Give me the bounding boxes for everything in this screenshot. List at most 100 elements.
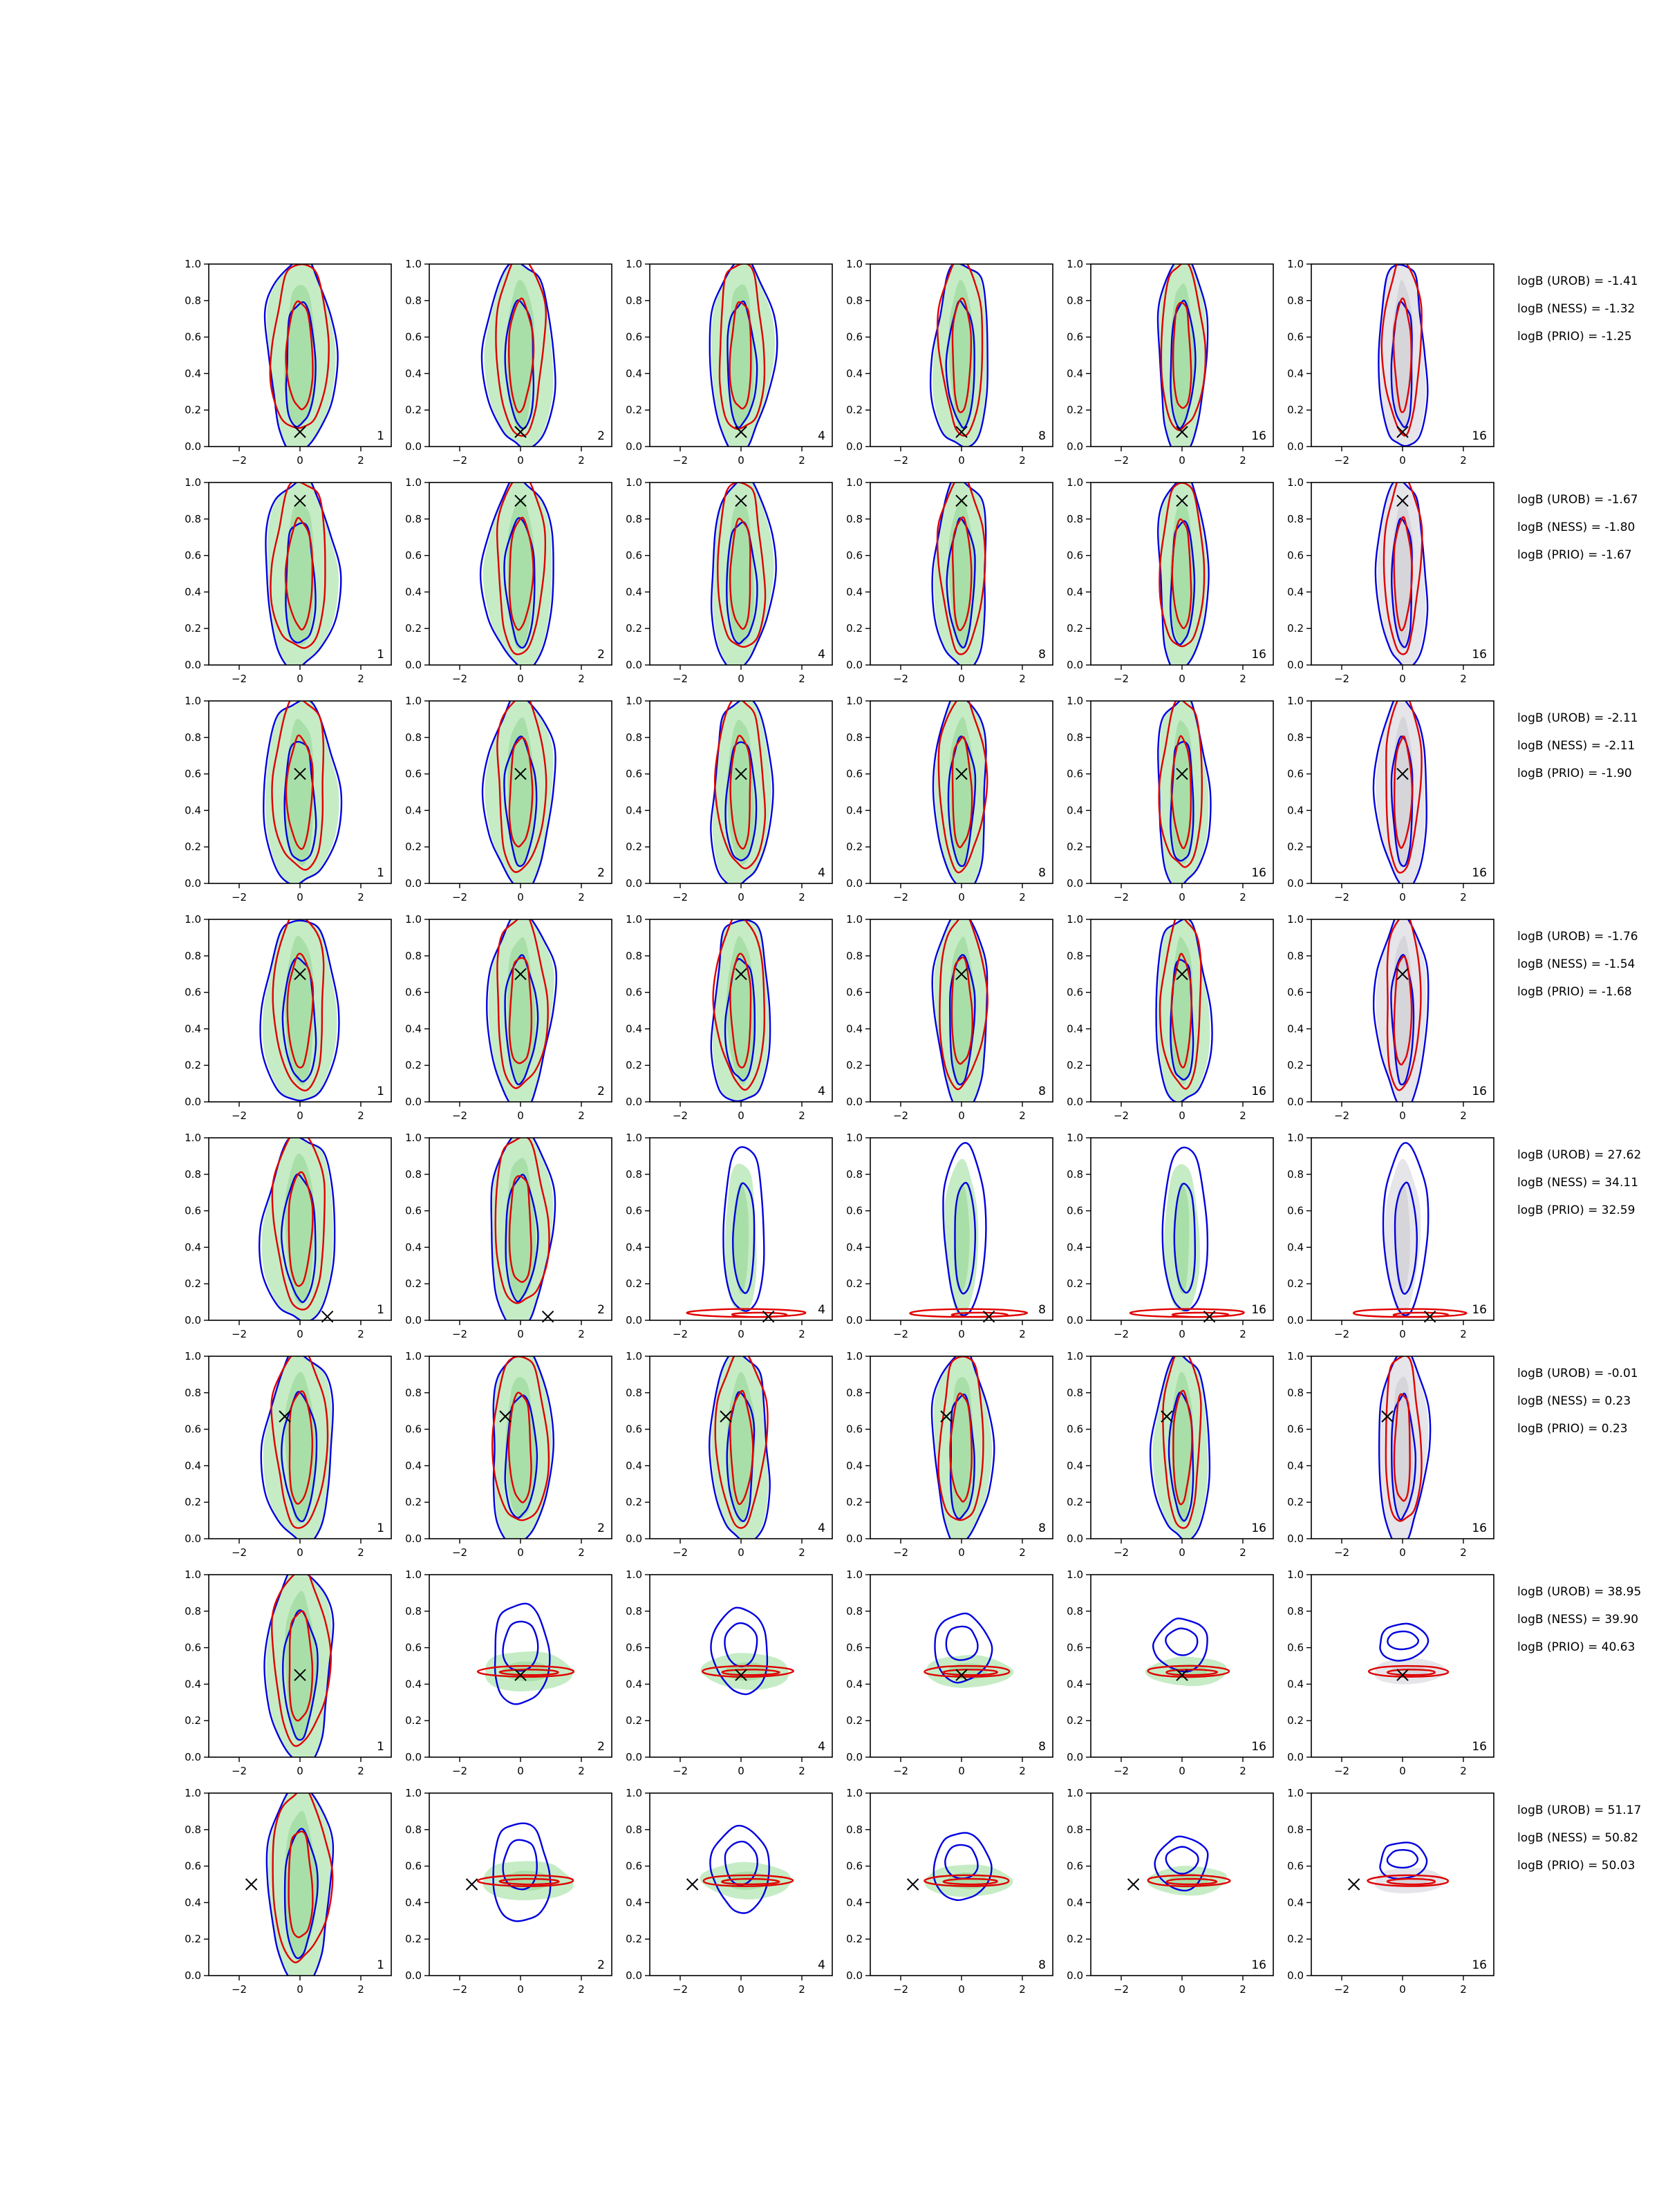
y-tick-label: 1.0 <box>1287 258 1304 270</box>
red-contour <box>729 734 751 850</box>
true-value-marker <box>294 767 306 780</box>
x-tick-label: −2 <box>893 1546 908 1559</box>
plot-area <box>710 701 774 883</box>
true-value-marker <box>245 1878 258 1891</box>
panel-r8-c2: −2 0 2 0.0 0.2 0.4 0.6 0.8 1.0 2 <box>405 1787 612 1996</box>
blue-contour <box>285 301 317 428</box>
y-tick-label: 0.8 <box>1067 513 1083 525</box>
x-tick-label: 2 <box>357 673 364 685</box>
blue-contour <box>1170 299 1197 429</box>
red-contour <box>731 1311 788 1318</box>
x-tick-label: −2 <box>1114 891 1129 903</box>
x-tick-label: 0 <box>738 891 744 903</box>
red-contour <box>508 516 534 631</box>
y-tick-label: 0.4 <box>846 1241 863 1253</box>
y-tick-label: 1.0 <box>185 1568 201 1581</box>
y-tick-label: 0.6 <box>185 1860 201 1873</box>
y-tick-label: 0.8 <box>185 1168 201 1181</box>
y-tick-label: 0.2 <box>185 841 201 853</box>
y-tick-label: 0.6 <box>846 1205 863 1217</box>
red-contour <box>1171 518 1192 630</box>
y-tick-label: 0.0 <box>1287 877 1304 890</box>
blue-contour <box>1372 919 1430 1102</box>
panel-count-label: 8 <box>1038 1958 1046 1972</box>
true-value-marker <box>1423 1311 1436 1323</box>
y-tick-label: 0.8 <box>626 1387 642 1399</box>
plot-area <box>1155 919 1213 1102</box>
y-tick-label: 0.2 <box>405 1277 422 1290</box>
blue-contour <box>492 1356 554 1539</box>
panel-r8-c6: −2 0 2 0.0 0.2 0.4 0.6 0.8 1.0 16 <box>1287 1787 1494 1996</box>
x-tick-label: −2 <box>1114 1109 1129 1122</box>
y-tick-label: 1.0 <box>846 913 863 926</box>
y-tick-label: 0.0 <box>1067 1314 1083 1327</box>
y-tick-label: 0.0 <box>1067 877 1083 890</box>
true-value-marker <box>1176 767 1188 780</box>
panel-r2-c5: −2 0 2 0.0 0.2 0.4 0.6 0.8 1.0 16 <box>1067 476 1274 685</box>
blue-contour <box>479 482 554 665</box>
x-tick-label: 0 <box>738 1546 744 1559</box>
x-tick-label: 0 <box>517 673 524 685</box>
y-tick-label: 0.2 <box>1067 404 1083 416</box>
y-tick-label: 0.6 <box>846 986 863 999</box>
y-tick-label: 0.0 <box>1067 1533 1083 1545</box>
x-tick-label: −2 <box>452 454 467 467</box>
blue-contour <box>1386 1848 1419 1869</box>
red-contour <box>508 737 534 847</box>
x-tick-label: −2 <box>673 1546 688 1559</box>
y-tick-label: 0.6 <box>1287 1205 1304 1217</box>
y-tick-label: 0.2 <box>1287 1933 1304 1945</box>
y-tick-label: 0.0 <box>626 659 642 671</box>
panel-r1-c1: −2 0 2 0.0 0.2 0.4 0.6 0.8 1.0 1 <box>185 258 392 467</box>
x-tick-label: 2 <box>357 891 364 903</box>
x-tick-label: 0 <box>1179 1328 1185 1340</box>
y-tick-label: 1.0 <box>185 1787 201 1799</box>
y-tick-label: 0.4 <box>626 367 642 379</box>
y-tick-label: 0.6 <box>405 1423 422 1436</box>
blue-contour <box>947 735 977 868</box>
x-tick-label: 0 <box>738 1328 744 1340</box>
y-tick-label: 0.0 <box>405 1314 422 1327</box>
panel-count-label: 16 <box>1472 1958 1487 1972</box>
red-contour <box>729 953 752 1069</box>
red-contour <box>1393 516 1413 632</box>
y-tick-label: 0.6 <box>405 1642 422 1654</box>
plot-area <box>260 1356 335 1539</box>
y-tick-label: 0.8 <box>1067 294 1083 307</box>
y-tick-label: 0.0 <box>626 877 642 890</box>
density-fill-inner <box>729 284 754 427</box>
red-contour <box>496 482 547 655</box>
panel-r1-c6: −2 0 2 0.0 0.2 0.4 0.6 0.8 1.0 16 <box>1287 258 1494 467</box>
x-tick-label: 2 <box>798 1109 805 1122</box>
y-tick-label: 0.6 <box>1287 1642 1304 1654</box>
y-tick-label: 0.8 <box>846 1605 863 1618</box>
y-tick-label: 0.4 <box>1067 1022 1083 1035</box>
y-tick-label: 0.0 <box>185 1969 201 1982</box>
x-tick-label: 0 <box>1399 1109 1406 1122</box>
plot-area <box>909 1142 1029 1318</box>
y-tick-label: 0.4 <box>185 1678 201 1690</box>
y-tick-label: 0.0 <box>405 1533 422 1545</box>
blue-contour <box>258 1138 336 1320</box>
blue-contour <box>724 1840 758 1886</box>
blue-contour <box>481 701 556 883</box>
panel-r6-c3: −2 0 2 0.0 0.2 0.4 0.6 0.8 1.0 4 <box>626 1350 833 1559</box>
y-tick-label: 0.2 <box>185 1714 201 1727</box>
x-tick-label: 2 <box>357 1546 364 1559</box>
y-tick-label: 0.0 <box>846 1533 863 1545</box>
x-tick-label: −2 <box>232 1109 247 1122</box>
y-tick-label: 0.6 <box>626 1860 642 1873</box>
y-tick-label: 0.2 <box>626 404 642 416</box>
y-tick-label: 0.0 <box>405 1751 422 1763</box>
y-tick-label: 0.6 <box>626 1423 642 1436</box>
red-contour <box>702 1665 794 1678</box>
red-contour <box>270 1356 329 1529</box>
x-tick-label: 2 <box>1019 454 1026 467</box>
x-tick-label: −2 <box>232 1983 247 1996</box>
red-contour <box>286 953 315 1069</box>
x-tick-label: 0 <box>958 1328 965 1340</box>
true-value-marker <box>955 494 968 507</box>
blue-contour <box>1390 301 1413 429</box>
logb-value-ness: logB (NESS) = -1.80 <box>1517 521 1635 534</box>
x-tick-label: −2 <box>893 1765 908 1777</box>
